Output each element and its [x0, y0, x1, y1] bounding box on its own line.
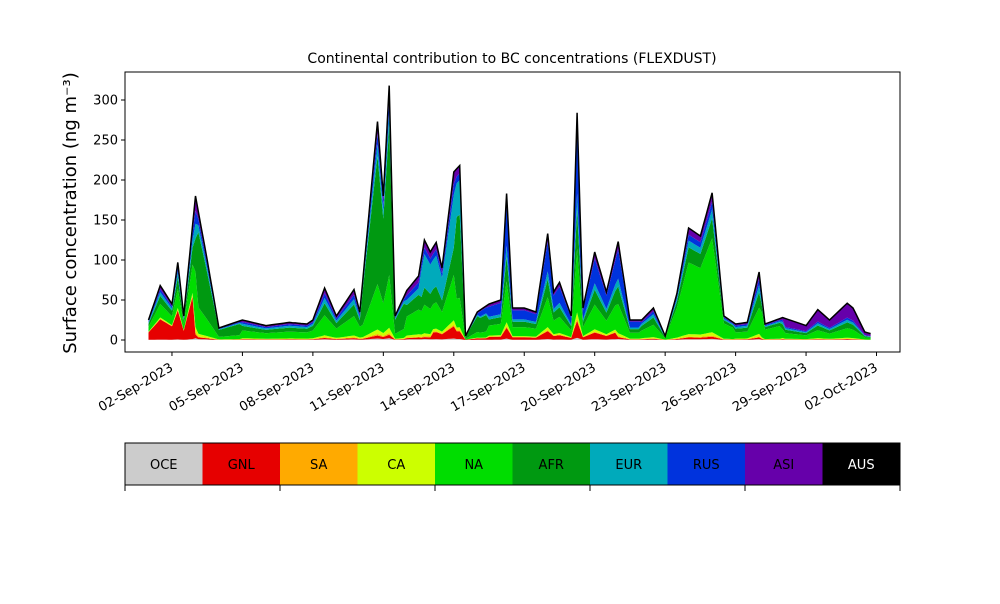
- legend-swatch-afr: [512, 443, 590, 485]
- x-tick-label: 20-Sep-2023: [519, 360, 599, 415]
- total-line-aus: [147, 85, 871, 339]
- legend-label-sa: SA: [310, 458, 327, 473]
- legend-colorbar: OCE GNL SA CA NA AFR EUR RUS ASI AUS: [124, 442, 901, 491]
- legend-label-ca: CA: [387, 458, 405, 473]
- area-series-oce: [148, 337, 871, 340]
- legend-swatch-gnl: [202, 443, 280, 485]
- legend-swatch-sa: [280, 443, 358, 485]
- x-tick-label: 05-Sep-2023: [167, 360, 247, 415]
- x-tick-label: 23-Sep-2023: [589, 360, 669, 415]
- legend-swatch-eur: [590, 443, 668, 485]
- area-series-ca: [148, 292, 871, 340]
- x-tick-label: 14-Sep-2023: [378, 360, 458, 415]
- y-axis: 0 50 100 150 200 250 300: [93, 94, 125, 349]
- legend-swatch-asi: [745, 443, 823, 485]
- legend-label-oce: OCE: [150, 458, 178, 473]
- legend-swatch-na: [435, 443, 513, 485]
- y-tick-label: 250: [93, 134, 118, 149]
- x-tick-label: 02-Oct-2023: [802, 360, 880, 414]
- y-tick-label: 100: [93, 254, 118, 269]
- stacked-areas: [147, 85, 871, 340]
- y-tick-label: 300: [93, 94, 118, 109]
- legend-swatch-aus: [822, 443, 900, 485]
- x-axis: 02-Sep-202305-Sep-202308-Sep-202311-Sep-…: [96, 352, 881, 415]
- legend-swatch-rus: [667, 443, 745, 485]
- x-tick-label: 11-Sep-2023: [308, 360, 388, 415]
- legend-swatch-ca: [357, 443, 435, 485]
- x-tick-label: 08-Sep-2023: [237, 360, 317, 415]
- legend-label-afr: AFR: [539, 458, 564, 473]
- legend-label-aus: AUS: [848, 458, 875, 473]
- x-tick-label: 29-Sep-2023: [730, 360, 810, 415]
- y-tick-label: 200: [93, 174, 118, 189]
- area-series-afr: [148, 126, 871, 339]
- x-tick-label: 02-Sep-2023: [96, 360, 176, 415]
- legend-label-eur: EUR: [615, 458, 642, 473]
- y-tick-label: 50: [101, 294, 118, 309]
- plot-frame: [124, 71, 901, 353]
- chart-title: Continental contribution to BC concentra…: [307, 51, 716, 67]
- legend-label-na: NA: [464, 458, 483, 473]
- legend-label-gnl: GNL: [228, 458, 256, 473]
- x-tick-label: 17-Sep-2023: [448, 360, 528, 415]
- y-tick-label: 0: [110, 334, 118, 349]
- legend-frame: [124, 442, 901, 486]
- legend-label-asi: ASI: [773, 458, 794, 473]
- y-axis-label: Surface concentration (ng m⁻³): [60, 72, 81, 354]
- area-series-na: [148, 238, 871, 340]
- legend-swatch-oce: [125, 443, 203, 485]
- y-tick-label: 150: [93, 214, 118, 229]
- legend-label-rus: RUS: [693, 458, 720, 473]
- x-tick-label: 26-Sep-2023: [660, 360, 740, 415]
